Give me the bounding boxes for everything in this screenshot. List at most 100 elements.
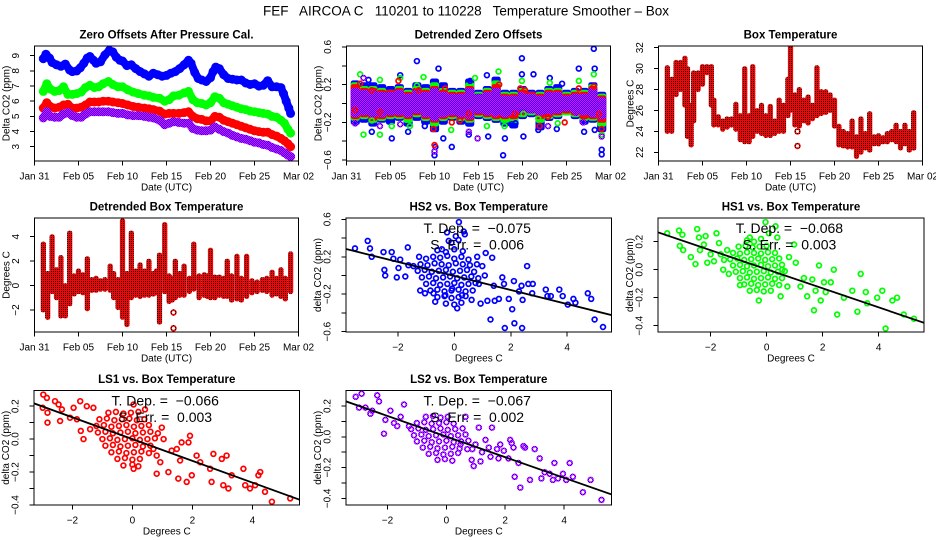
x-tick-label: Feb 25 [239, 172, 271, 183]
temperature-dependence-label: T. Dep. = −0.066 [111, 393, 219, 409]
data-point-ls2 [491, 110, 499, 118]
data-point-hs2 [51, 60, 61, 70]
data-point-ls2 [536, 455, 543, 462]
plot-marks [38, 46, 296, 161]
data-point-ls2 [538, 475, 545, 482]
data-point-hs2 [520, 133, 527, 140]
data-point-hs1 [755, 297, 763, 304]
data-point-ls1 [186, 432, 194, 440]
data-point-hs1 [764, 248, 772, 256]
data-point-ls1 [120, 410, 127, 417]
data-point-ls2 [103, 107, 113, 117]
y-axis-title: delta CO2 (ppm) [625, 238, 636, 312]
data-point-hs1 [241, 105, 251, 115]
data-point-hs2 [153, 70, 163, 80]
value-range-mark-box-temperature [758, 102, 765, 136]
data-point-ls1 [139, 429, 147, 436]
data-point-hs2 [458, 299, 465, 306]
x-tick-label: Mar 02 [283, 343, 315, 354]
data-point-hs2 [380, 248, 387, 256]
data-point-hs1 [761, 256, 769, 264]
data-point-ls2 [470, 462, 477, 470]
data-point-ls2 [434, 456, 441, 464]
data-point-hs1 [736, 250, 744, 257]
data-point-ls2 [521, 444, 529, 451]
x-tick-label: 4 [564, 343, 570, 354]
value-range-mark-box-temperature [780, 102, 787, 134]
data-point-hs1 [518, 77, 526, 85]
value-range-mark-box-temperature [115, 277, 121, 310]
data-point-ls2 [444, 426, 452, 434]
data-point-hs2 [448, 239, 455, 246]
x-tick-label: Jan 31 [331, 172, 361, 183]
y-tick-label: 0 [11, 282, 22, 288]
data-point-hs1 [743, 237, 751, 244]
data-point-ls1 [245, 124, 255, 134]
value-range-mark-box-temperature [767, 103, 773, 138]
data-point-ls2 [254, 138, 264, 148]
data-point-ls1 [98, 96, 108, 106]
data-point-hs1 [749, 244, 756, 251]
data-point-hs2 [416, 287, 424, 294]
value-range-mark-box-temperature [75, 268, 82, 295]
data-point-ls2 [559, 470, 567, 478]
data-point-ls1 [106, 435, 114, 442]
value-range-mark-box-temperature [269, 269, 275, 298]
value-range-mark-box-temperature [840, 129, 846, 149]
data-point-hs1 [771, 275, 779, 283]
data-point-hs2 [591, 126, 598, 134]
data-point-hs1 [775, 281, 783, 289]
data-point-ls2 [113, 108, 123, 118]
data-point-hs1 [520, 110, 527, 118]
value-range-mark-ls2 [544, 91, 554, 116]
data-point-ls1 [544, 113, 552, 120]
value-range-mark-box-temperature [858, 116, 864, 155]
data-point-ls1 [192, 114, 202, 124]
data-point-hs2 [591, 65, 598, 72]
data-point-ls1 [77, 427, 85, 435]
data-point-ls1 [123, 100, 133, 110]
data-point-ls2 [462, 431, 469, 438]
data-point-hs1 [800, 274, 808, 282]
value-range-mark-ls2 [368, 89, 378, 118]
value-range-mark-box-temperature [102, 277, 108, 292]
data-point-hs1 [695, 234, 703, 241]
data-point-ls2 [462, 413, 469, 421]
data-point-ls1 [100, 421, 108, 429]
y-tick-label: 22 [635, 146, 646, 158]
data-point-hs1 [765, 230, 773, 237]
value-range-mark-box-temperature [691, 70, 697, 124]
plot-marks [34, 391, 300, 505]
data-point-ls1 [158, 424, 166, 431]
value-range-mark-ls2 [491, 87, 501, 116]
x-axis-title: Degrees C [455, 527, 503, 538]
temperature-dependence-label: T. Dep. = −0.068 [736, 220, 844, 236]
y-axis-title: Degrees C [626, 80, 637, 128]
data-point-ls2 [432, 449, 440, 457]
regression-line [34, 402, 300, 501]
data-point-hs2 [510, 277, 518, 285]
data-point-hs1 [495, 68, 502, 75]
data-point-hs2 [444, 280, 451, 288]
data-point-ls2 [454, 449, 462, 457]
standard-error-label: S. Err. = 0.002 [430, 409, 524, 425]
value-range-mark-box-temperature [45, 271, 51, 320]
value-range-mark-box-temperature [177, 271, 183, 298]
data-point-hs2 [512, 120, 519, 127]
data-point-hs2 [519, 296, 526, 304]
data-point-ls1 [94, 97, 104, 107]
data-point-hs1 [360, 131, 367, 138]
data-point-hs1 [736, 261, 744, 269]
x-tick-label: 2 [502, 516, 508, 527]
data-point-ls2 [396, 120, 404, 128]
data-point-hs2 [241, 78, 251, 88]
data-point-ls1 [108, 97, 118, 107]
value-range-mark-ls2 [403, 93, 413, 118]
standard-error-label: S. Err. = 0.003 [743, 237, 837, 253]
data-point-ls2 [426, 443, 434, 451]
data-point-ls1 [58, 100, 68, 110]
data-point-hs2 [440, 135, 447, 142]
data-point-ls1 [236, 121, 246, 131]
y-tick-label: −2 [11, 304, 22, 316]
data-point-hs2 [575, 65, 583, 72]
